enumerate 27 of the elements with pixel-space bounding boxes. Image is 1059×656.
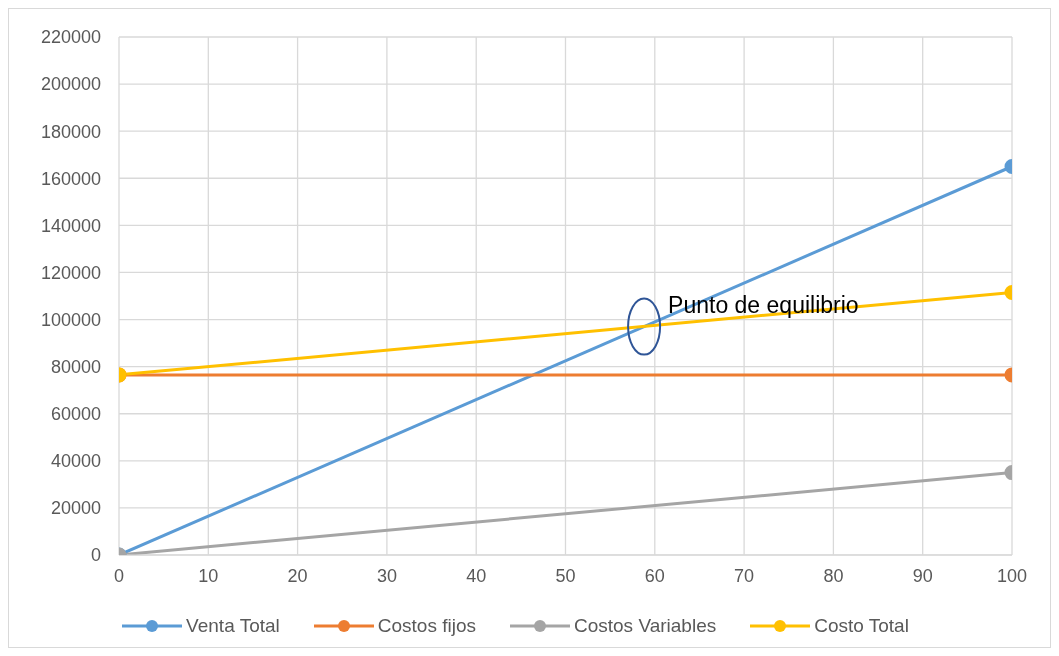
x-tick-label: 70 bbox=[734, 565, 755, 586]
x-tick-label: 10 bbox=[198, 565, 219, 586]
y-tick-label: 200000 bbox=[40, 74, 101, 95]
x-tick-label: 20 bbox=[287, 565, 308, 586]
y-tick-label: 160000 bbox=[40, 168, 101, 189]
legend-label: Costos Variables bbox=[573, 615, 717, 637]
x-tick-label: 90 bbox=[912, 565, 933, 586]
legend-label: Costo Total bbox=[813, 615, 909, 637]
y-tick-label: 120000 bbox=[40, 262, 101, 283]
x-tick-label: 80 bbox=[823, 565, 844, 586]
y-tick-label: 100000 bbox=[40, 309, 101, 330]
y-tick-label: 180000 bbox=[40, 121, 101, 142]
x-tick-label: 0 bbox=[113, 565, 125, 586]
y-tick-label: 140000 bbox=[40, 215, 101, 236]
x-tick-label: 30 bbox=[376, 565, 397, 586]
legend-label: Venta Total bbox=[185, 615, 280, 637]
x-tick-label: 60 bbox=[644, 565, 665, 586]
y-tick-label: 0 bbox=[90, 545, 101, 566]
y-tick-label: 20000 bbox=[50, 498, 101, 519]
y-tick-label: 220000 bbox=[40, 27, 101, 48]
x-tick-label: 100 bbox=[996, 565, 1028, 586]
x-tick-label: 40 bbox=[466, 565, 487, 586]
x-tick-label: 50 bbox=[555, 565, 576, 586]
y-tick-label: 40000 bbox=[50, 451, 101, 472]
y-tick-label: 60000 bbox=[50, 404, 101, 425]
legend-label: Costos fijos bbox=[376, 615, 476, 637]
y-tick-label: 80000 bbox=[50, 357, 101, 378]
